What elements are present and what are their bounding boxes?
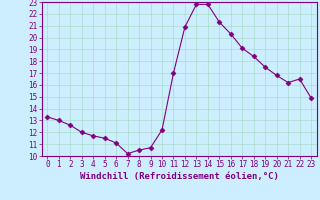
X-axis label: Windchill (Refroidissement éolien,°C): Windchill (Refroidissement éolien,°C) <box>80 172 279 181</box>
